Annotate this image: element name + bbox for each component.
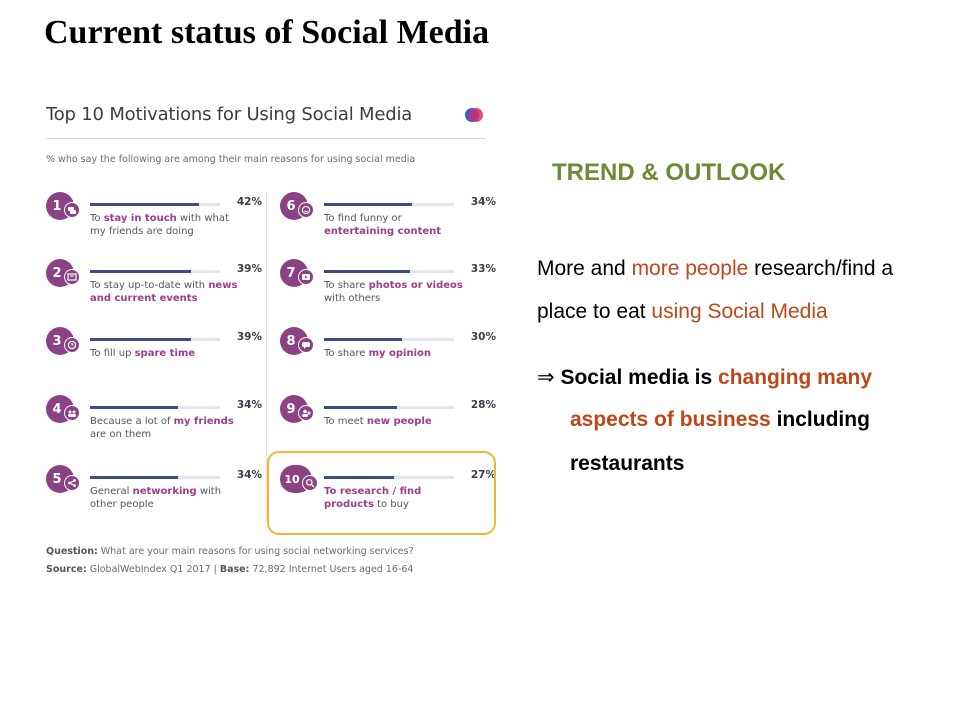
clock-icon: [64, 337, 80, 353]
category-label: To find funny or entertaining content: [324, 213, 442, 237]
bar-track: [324, 203, 454, 206]
bar-track: [324, 406, 454, 409]
bar: [90, 338, 192, 341]
bar: [324, 476, 395, 479]
bar: [324, 270, 410, 273]
insight-line-2: place to eat using Social Media: [537, 300, 828, 324]
motivation-item: 4 34% Because a lot of my friends are on t…: [46, 395, 266, 453]
slide-title: Current status of Social Media: [44, 14, 490, 51]
source-text: GlobalWebIndex Q1 2017 |: [86, 564, 220, 575]
bar: [324, 203, 413, 206]
motivation-item: 7 33% To share photos or videos with other…: [280, 259, 500, 317]
value-label: 27%: [470, 469, 496, 481]
bar: [90, 203, 200, 206]
motivations-infographic: Top 10 Motivations for Using Social Medi…: [30, 92, 506, 592]
insight-highlight: using Social Media: [651, 300, 828, 323]
motivation-item: 2 39% To stay up-to-date with news and cur…: [46, 259, 266, 317]
conclusion-highlight: aspects of business: [570, 408, 771, 431]
insight-text: More and: [537, 257, 632, 280]
bar: [90, 270, 192, 273]
bar-track: [90, 203, 220, 206]
insight-text: place to eat: [537, 300, 652, 323]
motivation-item: 8 30% To share my opinion: [280, 327, 500, 385]
category-label: To fill up spare time: [90, 348, 196, 359]
bar-track: [90, 406, 220, 409]
bar: [90, 406, 179, 409]
conclusion-text: Social media is: [554, 366, 719, 389]
brand-logo-icon: [465, 108, 483, 122]
bar: [324, 406, 397, 409]
title-rule: [46, 138, 486, 139]
motivation-item: 1 42% To stay in touch with what my friend…: [46, 192, 266, 250]
category-label: To stay in touch with what my friends ar…: [90, 213, 229, 237]
base-text: 72,892 Internet Users aged 16-64: [249, 564, 414, 575]
base-label: Base:: [219, 564, 250, 575]
value-label: 42%: [236, 196, 262, 208]
value-label: 30%: [470, 331, 496, 343]
motivation-item: 10 27% To research / find products to buy: [280, 465, 500, 523]
implies-arrow-icon: ⇒: [537, 366, 555, 389]
bar-track: [90, 338, 220, 341]
category-label: To stay up-to-date with news and current…: [90, 280, 238, 304]
bar: [90, 476, 179, 479]
category-label: To share my opinion: [324, 348, 432, 359]
bar-track: [324, 476, 454, 479]
insight-highlight: more people: [631, 257, 749, 280]
source-label: Source:: [46, 564, 87, 575]
insight-line-1: More and more people research/find a: [537, 257, 893, 281]
source-note: Source: GlobalWebIndex Q1 2017 | Base: 7…: [46, 564, 413, 575]
search-icon: [302, 475, 318, 491]
conclusion-highlight: changing many: [718, 366, 873, 389]
value-label: 39%: [236, 263, 262, 275]
value-label: 34%: [236, 469, 262, 481]
conclusion-line-3: restaurants: [570, 452, 685, 475]
value-label: 34%: [236, 399, 262, 411]
category-label: Because a lot of my friends are on them: [90, 416, 234, 440]
motivation-item: 3 39% To fill up spare time: [46, 327, 266, 385]
value-label: 28%: [470, 399, 496, 411]
question-note: Question: What are your main reasons for…: [46, 546, 414, 557]
category-label: To research / find products to buy: [324, 486, 422, 510]
column-divider: [266, 192, 267, 522]
comment-icon: [298, 337, 314, 353]
motivation-item: 5 34% General networking with other people: [46, 465, 266, 523]
bar-track: [324, 338, 454, 341]
bar-track: [90, 270, 220, 273]
add-user-icon: [298, 405, 314, 421]
value-label: 34%: [470, 196, 496, 208]
chat-icon: [64, 202, 80, 218]
category-label: General networking with other people: [90, 486, 222, 510]
chart-subtitle: % who say the following are among their …: [46, 154, 416, 165]
insight-text: research/find a: [748, 257, 894, 280]
motivation-item: 6 34% To find funny or entertaining conten…: [280, 192, 500, 250]
chart-title: Top 10 Motivations for Using Social Medi…: [46, 104, 413, 125]
conclusion-line-1: ⇒ Social media is changing many: [537, 365, 872, 390]
value-label: 39%: [236, 331, 262, 343]
bar-track: [90, 476, 220, 479]
question-text: What are your main reasons for using soc…: [97, 546, 414, 557]
question-label: Question:: [46, 546, 98, 557]
motivation-item: 9 28% To meet new people: [280, 395, 500, 453]
value-label: 33%: [470, 263, 496, 275]
category-label: To meet new people: [324, 416, 432, 427]
bar: [324, 338, 402, 341]
bar-track: [324, 270, 454, 273]
trend-heading: TREND & OUTLOOK: [552, 159, 786, 186]
conclusion-text: including: [770, 408, 870, 431]
highlight-box: [267, 451, 496, 535]
network-icon: [64, 475, 80, 491]
category-label: To share photos or videos with others: [324, 280, 463, 304]
news-icon: [64, 269, 80, 285]
conclusion-line-2: aspects of business including: [570, 408, 870, 432]
video-icon: [298, 269, 314, 285]
group-icon: [64, 405, 80, 421]
smiley-icon: [298, 202, 314, 218]
